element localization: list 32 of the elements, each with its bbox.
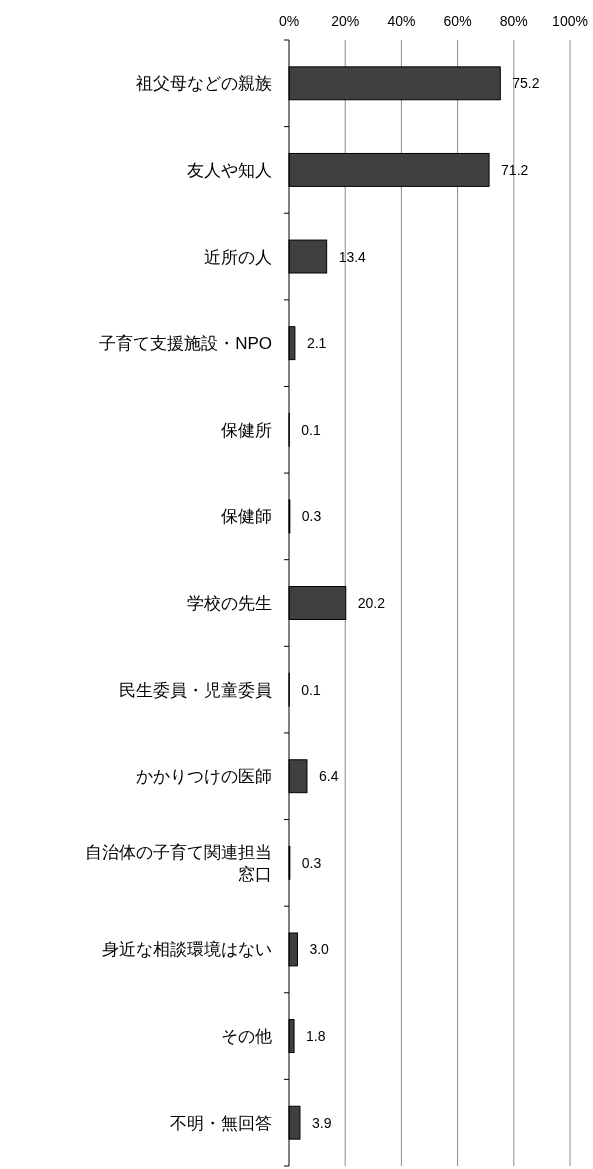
x-tick-label: 0% xyxy=(278,13,300,29)
data-label: 6.4 xyxy=(318,768,339,785)
data-label: 13.4 xyxy=(338,248,367,265)
x-tick-label: 100% xyxy=(552,13,588,29)
y-tick-label: 自治体の子育て関連担当窓口 xyxy=(85,842,272,884)
data-label: 0.3 xyxy=(301,508,322,525)
y-tick-label: かかりつけの医師 xyxy=(136,767,272,787)
y-tick-label: 保健所 xyxy=(221,420,272,440)
y-tick-label: 民生委員・児童委員 xyxy=(119,680,272,700)
x-tick-label: 80% xyxy=(499,13,528,29)
x-tick-label: 60% xyxy=(443,13,472,29)
y-tick-label: 祖父母などの親族 xyxy=(136,74,272,94)
data-label: 2.1 xyxy=(306,335,327,352)
y-tick-label: 保健師 xyxy=(221,507,272,527)
y-tick-label: 子育て支援施設・NPO xyxy=(99,334,272,354)
y-tick-label: 不明・無回答 xyxy=(170,1113,272,1133)
data-label: 71.2 xyxy=(501,161,529,178)
y-tick-label: 友人や知人 xyxy=(187,160,272,180)
x-tick-label: 20% xyxy=(331,13,360,29)
y-tick-label: 学校の先生 xyxy=(187,594,272,613)
data-label: 75.2 xyxy=(512,75,540,92)
data-label: 20.2 xyxy=(357,595,386,611)
data-label: 3.0 xyxy=(309,941,330,958)
data-label: 0.3 xyxy=(301,854,322,871)
data-label: 1.8 xyxy=(306,1028,326,1045)
x-tick-label: 40% xyxy=(387,13,416,29)
data-label: 0.1 xyxy=(301,681,321,698)
y-tick-label: その他 xyxy=(221,1027,272,1047)
y-tick-label: 近所の人 xyxy=(204,247,272,267)
y-tick-label: 身近な相談環境はない xyxy=(102,940,272,960)
data-label: 3.9 xyxy=(311,1114,332,1131)
data-label: 0.1 xyxy=(301,421,321,438)
